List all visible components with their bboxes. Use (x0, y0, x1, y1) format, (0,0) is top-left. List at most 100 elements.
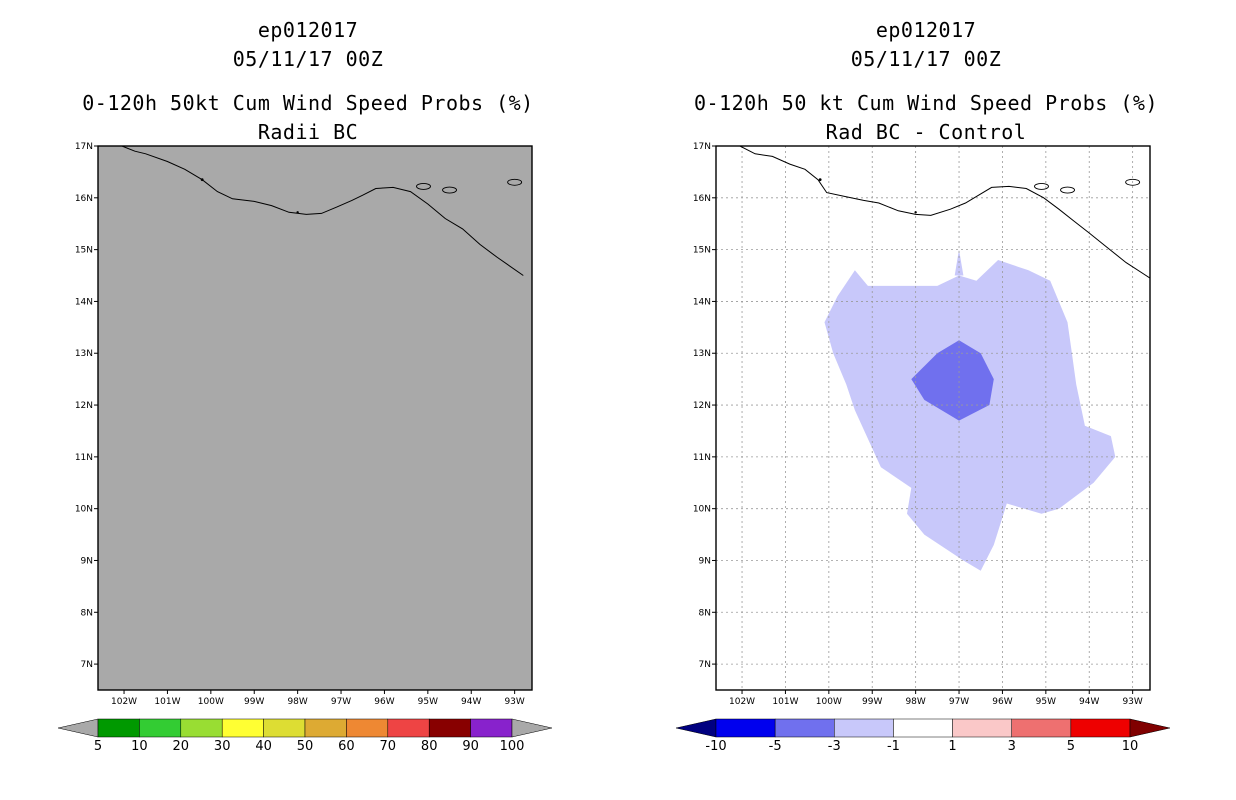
left-colorbar-box-4 (263, 718, 306, 738)
right-chart: 102W 101W 100W 99W 98W 97W 96W 95W 94W 93W 7N 8N 9N 1… (675, 142, 1171, 754)
left-xtick-label-4: 98W (287, 697, 307, 707)
left-colorbar-box-1 (139, 718, 182, 738)
left-colorbar-label-10: 100 (500, 739, 525, 754)
left-xtick-label-3: 99W (244, 697, 264, 707)
left-ytick-label-3: 10N (75, 505, 93, 515)
right-ytick-label-7: 14N (693, 297, 711, 307)
right-xtick-label-9: 93W (1122, 697, 1142, 707)
left-colorbar-label-8: 80 (421, 739, 438, 754)
left-ytick-label-2: 9N (81, 556, 93, 566)
left-xtick-label-1: 101W (154, 697, 180, 707)
right-coast-marker-a (818, 178, 822, 182)
left-ytick-label-6: 13N (75, 349, 93, 359)
left-ytick-label-7: 14N (75, 297, 93, 307)
right-colorbar-box-1 (774, 718, 835, 738)
left-colorbar-label-6: 60 (338, 739, 355, 754)
left-xtick-label-8: 94W (461, 697, 481, 707)
right-colorbar-label-6: 5 (1067, 739, 1075, 754)
left-lagoon-2 (507, 178, 523, 186)
left-xtick-label-0: 102W (111, 697, 137, 707)
left-colorbar-box-8 (428, 718, 471, 738)
right-ytick-label-6: 13N (693, 349, 711, 359)
right-colorbar-box-5 (1011, 718, 1072, 738)
left-colorbar-label-3: 30 (214, 739, 231, 754)
right-colorbar-label-7: 10 (1122, 739, 1139, 754)
right-lagoon-0 (1034, 182, 1049, 190)
right-colorbar-label-0: -10 (705, 739, 726, 754)
left-coast-marker-b (296, 211, 299, 214)
right-ytick-label-8: 15N (693, 246, 711, 256)
right-xtick-label-6: 96W (992, 697, 1012, 707)
left-colorbar-label-7: 70 (380, 739, 397, 754)
left-colorbar-box-5 (304, 718, 347, 738)
right-colorbar-label-5: 3 (1008, 739, 1016, 754)
left-colorbar-label-1: 10 (131, 739, 148, 754)
left-date: 05/11/17 00Z (232, 47, 384, 71)
right-colorbar-box-3 (893, 718, 953, 738)
left-ytick-label-9: 16N (75, 194, 93, 204)
right-xtick-label-7: 95W (1036, 697, 1056, 707)
left-ytick-label-4: 11N (75, 453, 93, 463)
left-xtick-label-9: 93W (504, 697, 524, 707)
left-coastline (121, 146, 524, 276)
right-colorbar-high-arrow (1129, 718, 1171, 738)
left-ytick-label-0: 7N (81, 660, 93, 670)
left-ytick-label-5: 12N (75, 401, 93, 411)
right-date: 05/11/17 00Z (850, 47, 1002, 71)
left-xtick-label-7: 95W (418, 697, 438, 707)
right-xtick-label-2: 100W (816, 697, 842, 707)
left-colorbar-box-0 (97, 718, 140, 738)
left-ytick-label-8: 15N (75, 246, 93, 256)
left-colorbar-label-2: 20 (173, 739, 190, 754)
right-ytick-label-3: 10N (693, 505, 711, 515)
right-colorbar-low-arrow (675, 718, 717, 738)
left-colorbar-label-5: 50 (297, 739, 314, 754)
left-xtick-label-6: 96W (374, 697, 394, 707)
right-coastline (739, 146, 1150, 279)
right-colorbar-label-4: 1 (948, 739, 956, 754)
right-ytick-label-1: 8N (699, 608, 711, 618)
left-coast-marker-a (200, 178, 204, 182)
left-plot-area (121, 146, 524, 276)
left-colorbar-box-3 (221, 718, 264, 738)
right-colorbar-box-2 (834, 718, 894, 738)
right-xtick-label-0: 102W (729, 697, 755, 707)
right-xtick-label-5: 97W (949, 697, 969, 707)
right-chart-subtitle: Rad BC - Control (825, 120, 1027, 144)
right-chart-title: 0-120h 50 kt Cum Wind Speed Probs (%) (693, 91, 1159, 115)
right-xtick-label-8: 94W (1079, 697, 1099, 707)
left-colorbar-label-0: 5 (94, 739, 102, 754)
left-lagoon-0 (416, 182, 431, 190)
right-xtick-label-1: 101W (772, 697, 798, 707)
left-colorbar-box-6 (346, 718, 389, 738)
left-colorbar-box-9 (470, 718, 513, 738)
right-ytick-label-9: 16N (693, 194, 711, 204)
left-ytick-label-10: 17N (75, 142, 93, 152)
right-ytick-label-0: 7N (699, 660, 711, 670)
right-coast-marker-b (914, 211, 917, 214)
right-xtick-label-3: 99W (862, 697, 882, 707)
left-lagoon-1 (442, 186, 457, 194)
left-xtick-label-2: 100W (198, 697, 224, 707)
right-colorbar-label-1: -5 (769, 739, 782, 754)
right-colorbar-box-4 (952, 718, 1012, 738)
left-chart: 102W 101W 100W 99W 98W 97W 96W 95W 94W 93W 7N 8N 9N 1… (57, 142, 553, 754)
right-ytick-label-5: 12N (693, 401, 711, 411)
left-ytick-label-1: 8N (81, 608, 93, 618)
left-chart-title: 0-120h 50kt Cum Wind Speed Probs (%) (82, 91, 534, 115)
right-lagoon-1 (1060, 186, 1075, 194)
left-colorbar-label-9: 90 (462, 739, 479, 754)
right-storm-id: ep012017 (875, 18, 977, 42)
left-colorbar-low-arrow (57, 718, 99, 738)
left-storm-id: ep012017 (257, 18, 359, 42)
right-colorbar-label-3: -1 (887, 739, 900, 754)
right-plot-area (716, 146, 1150, 690)
right-lagoon-2 (1125, 178, 1141, 186)
right-colorbar-box-0 (715, 718, 776, 738)
left-colorbar-label-4: 40 (255, 739, 272, 754)
right-colorbar-label-2: -3 (828, 739, 841, 754)
left-plot-background (98, 146, 532, 690)
left-colorbar-high-arrow (511, 718, 553, 738)
left-colorbar-box-2 (180, 718, 223, 738)
